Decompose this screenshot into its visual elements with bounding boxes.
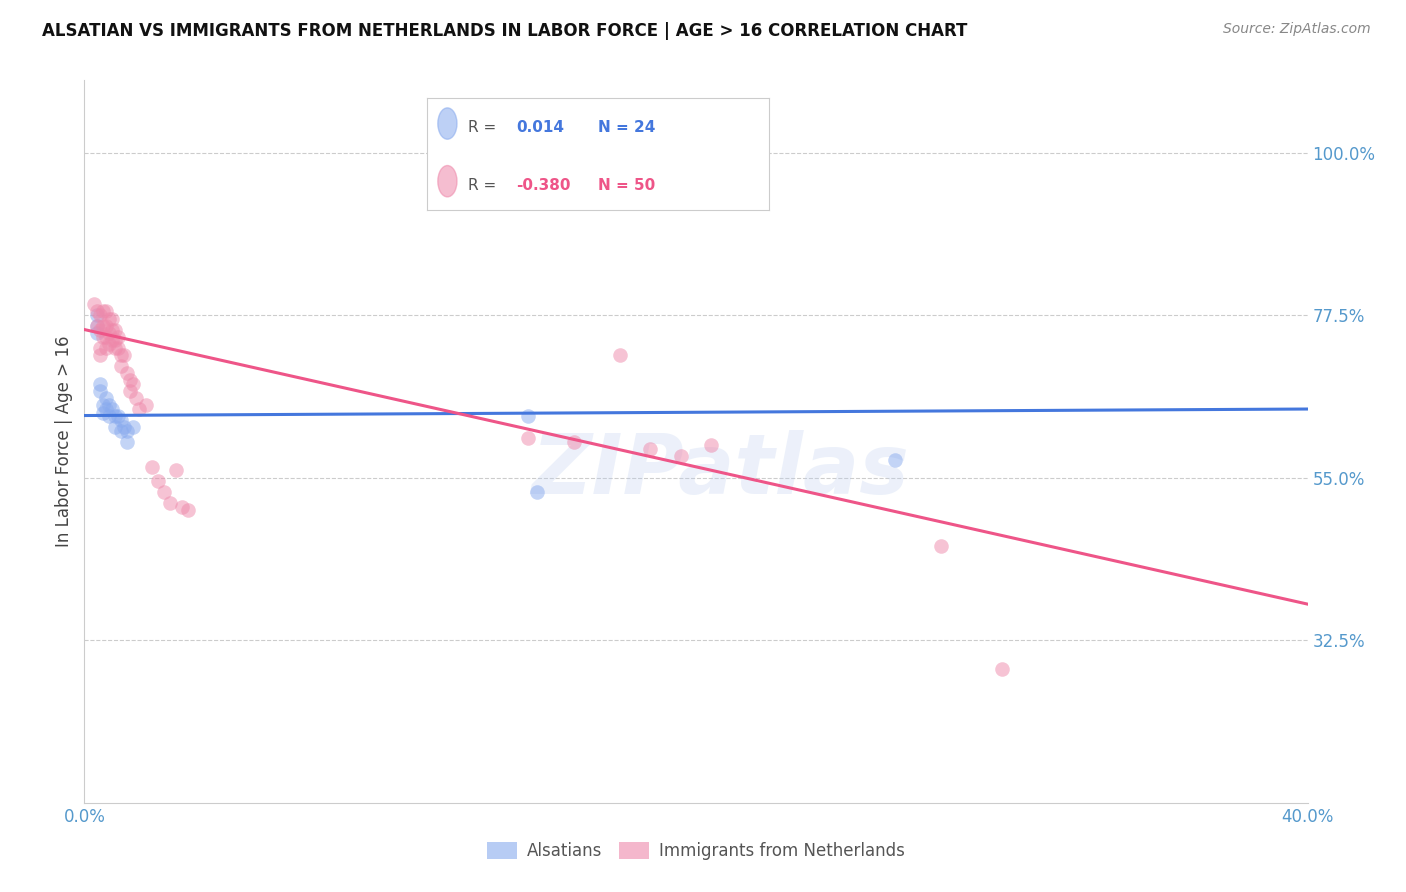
Y-axis label: In Labor Force | Age > 16: In Labor Force | Age > 16 xyxy=(55,335,73,548)
Point xyxy=(669,449,692,463)
Point xyxy=(177,503,200,517)
Point xyxy=(86,308,108,322)
Point xyxy=(883,452,905,467)
Point xyxy=(86,304,108,318)
Point xyxy=(86,318,108,333)
Point xyxy=(153,485,176,500)
Point xyxy=(94,391,117,405)
Point xyxy=(94,341,117,355)
Point xyxy=(141,459,163,474)
Point xyxy=(929,539,952,553)
Point xyxy=(97,409,120,424)
Point xyxy=(110,348,132,362)
Point xyxy=(91,304,114,318)
Point xyxy=(638,442,661,456)
Point xyxy=(110,424,132,438)
Point xyxy=(172,500,194,514)
Point xyxy=(609,348,631,362)
Point xyxy=(83,297,105,311)
Point xyxy=(120,373,142,387)
Point xyxy=(89,348,111,362)
Point xyxy=(101,322,124,336)
Point xyxy=(91,330,114,344)
Point xyxy=(94,304,117,318)
Point xyxy=(991,662,1014,676)
Point xyxy=(700,438,723,452)
Point xyxy=(125,391,148,405)
Text: ALSATIAN VS IMMIGRANTS FROM NETHERLANDS IN LABOR FORCE | AGE > 16 CORRELATION CH: ALSATIAN VS IMMIGRANTS FROM NETHERLANDS … xyxy=(42,22,967,40)
Point xyxy=(97,311,120,326)
Point xyxy=(120,384,142,398)
Point xyxy=(526,485,548,500)
Point xyxy=(516,409,538,424)
Point xyxy=(115,424,138,438)
Point xyxy=(135,398,157,412)
Point xyxy=(107,341,129,355)
Point xyxy=(89,322,111,336)
Point xyxy=(128,402,150,417)
Point xyxy=(91,406,114,420)
Point xyxy=(94,318,117,333)
Point xyxy=(146,475,169,489)
Point xyxy=(562,434,585,449)
Point xyxy=(122,376,145,391)
Point xyxy=(101,402,124,417)
Point xyxy=(97,337,120,351)
Point xyxy=(94,330,117,344)
Point xyxy=(104,409,127,424)
Point xyxy=(86,326,108,340)
Point xyxy=(89,376,111,391)
Point xyxy=(89,341,111,355)
Point xyxy=(516,431,538,445)
Point xyxy=(112,420,135,434)
Text: Source: ZipAtlas.com: Source: ZipAtlas.com xyxy=(1223,22,1371,37)
Point xyxy=(110,413,132,427)
Point xyxy=(112,348,135,362)
Point xyxy=(97,326,120,340)
Point xyxy=(115,366,138,380)
Point xyxy=(97,398,120,412)
Point xyxy=(110,359,132,373)
Point xyxy=(91,398,114,412)
Point xyxy=(104,341,127,355)
Point xyxy=(104,420,127,434)
Point xyxy=(86,318,108,333)
Point xyxy=(104,334,127,348)
Point xyxy=(104,322,127,336)
Point xyxy=(107,330,129,344)
Point xyxy=(165,463,187,477)
Point xyxy=(159,496,181,510)
Legend: Alsatians, Immigrants from Netherlands: Alsatians, Immigrants from Netherlands xyxy=(481,835,911,867)
Text: ZIPatlas: ZIPatlas xyxy=(531,430,910,511)
Point xyxy=(107,409,129,424)
Point xyxy=(115,434,138,449)
Point xyxy=(91,318,114,333)
Point xyxy=(122,420,145,434)
Point xyxy=(101,311,124,326)
Point xyxy=(89,384,111,398)
Point xyxy=(89,308,111,322)
Point xyxy=(94,402,117,417)
Point xyxy=(101,334,124,348)
